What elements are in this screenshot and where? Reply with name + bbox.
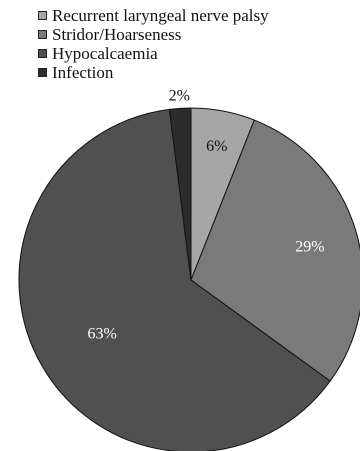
pie-slice-infection — [168, 107, 192, 281]
legend-label: Infection — [52, 63, 114, 82]
legend-item: Infection — [38, 63, 269, 82]
legend-swatch — [38, 68, 47, 77]
pie-slice-hypocalcaemia — [18, 108, 331, 451]
legend-swatch — [38, 30, 47, 39]
data-label-stridor-hoarseness: 29% — [295, 238, 324, 255]
data-label-hypocalcaemia: 63% — [88, 326, 117, 343]
legend-item: Stridor/Hoarseness — [38, 25, 269, 44]
data-label-recurrent-laryngeal-nerve-palsy: 6% — [206, 138, 227, 155]
legend-label: Hypocalcaemia — [52, 44, 158, 63]
chart-legend: Recurrent laryngeal nerve palsy Stridor/… — [38, 6, 269, 82]
pie-slice-stridor-hoarseness — [190, 119, 360, 382]
pie-data-labels: 6% 29% 63% 2% — [88, 88, 325, 343]
data-label-infection: 2% — [169, 88, 190, 105]
legend-item: Recurrent laryngeal nerve palsy — [38, 6, 269, 25]
legend-swatch — [38, 49, 47, 58]
legend-label: Recurrent laryngeal nerve palsy — [52, 6, 269, 25]
legend-swatch — [38, 11, 47, 20]
legend-item: Hypocalcaemia — [38, 44, 269, 63]
pie-slices — [18, 107, 360, 451]
legend-label: Stridor/Hoarseness — [52, 25, 182, 44]
